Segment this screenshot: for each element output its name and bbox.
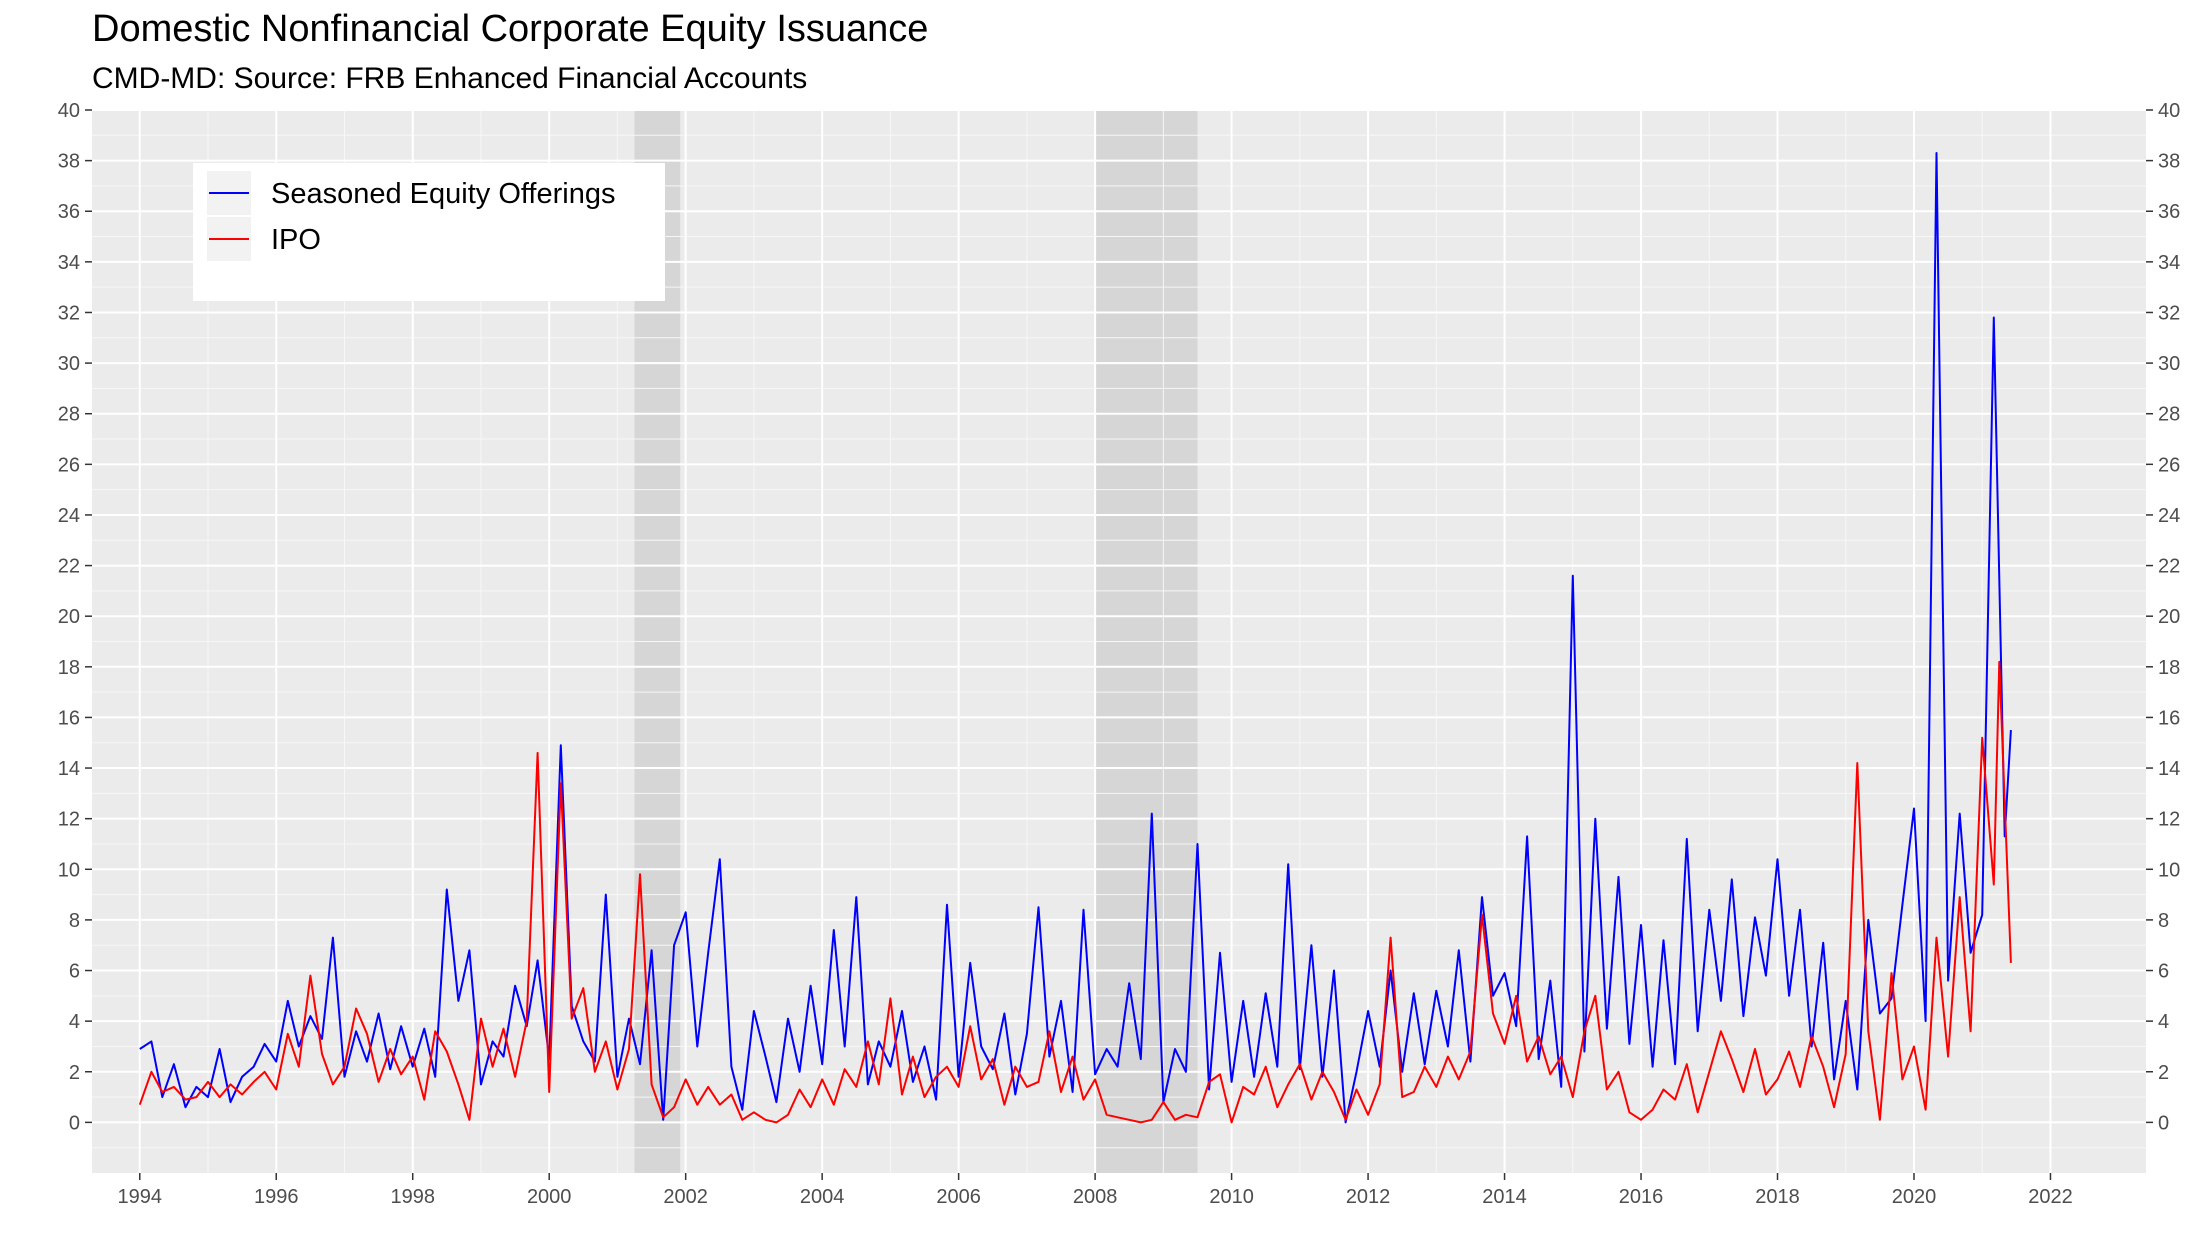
y-tick-label-right: 22 <box>2158 556 2180 578</box>
y-tick-label-left: 16 <box>58 707 80 729</box>
y-tick-label-left: 30 <box>58 353 80 375</box>
x-tick-label: 1998 <box>390 1186 435 1208</box>
y-tick-label-right: 40 <box>2158 100 2180 122</box>
y-tick-label-right: 2 <box>2158 1062 2169 1084</box>
y-tick-label-left: 28 <box>58 404 80 426</box>
y-tick-label-right: 8 <box>2158 910 2169 932</box>
y-tick-label-right: 28 <box>2158 404 2180 426</box>
x-tick-label: 2018 <box>1755 1186 1800 1208</box>
y-tick-label-left: 12 <box>58 809 80 831</box>
y-tick-label-left: 0 <box>69 1112 80 1134</box>
y-tick-label-right: 26 <box>2158 454 2180 476</box>
y-tick-label-left: 32 <box>58 302 80 324</box>
y-tick-label-right: 0 <box>2158 1112 2169 1134</box>
y-tick-label-right: 36 <box>2158 201 2180 223</box>
series-line-ipo <box>138 660 2012 1124</box>
y-tick-label-left: 36 <box>58 201 80 223</box>
grid-lines <box>92 109 2146 1173</box>
x-tick-label: 2016 <box>1619 1186 1664 1208</box>
y-tick-label-right: 18 <box>2158 657 2180 679</box>
x-tick-label: 2000 <box>527 1186 572 1208</box>
series-line-seasoned-equity-offerings <box>139 152 2012 1124</box>
y-tick-label-right: 38 <box>2158 151 2180 173</box>
series-lines <box>138 152 2012 1124</box>
y-tick-label-right: 6 <box>2158 961 2169 983</box>
y-tick-label-right: 4 <box>2158 1011 2169 1033</box>
legend-box <box>193 163 665 301</box>
x-tick-label: 2004 <box>800 1186 845 1208</box>
y-tick-label-left: 4 <box>69 1011 80 1033</box>
chart-title: Domestic Nonfinancial Corporate Equity I… <box>92 8 929 50</box>
x-tick-label: 2006 <box>936 1186 981 1208</box>
x-tick-label: 2002 <box>663 1186 708 1208</box>
y-tick-label-right: 10 <box>2158 859 2180 881</box>
y-tick-label-left: 18 <box>58 657 80 679</box>
y-tick-label-left: 14 <box>58 758 80 780</box>
x-tick-label: 1994 <box>118 1186 163 1208</box>
y-tick-label-left: 22 <box>58 556 80 578</box>
y-tick-label-right: 20 <box>2158 606 2180 628</box>
x-tick-label: 2022 <box>2028 1186 2073 1208</box>
y-tick-label-right: 24 <box>2158 505 2180 527</box>
chart-subtitle: CMD-MD: Source: FRB Enhanced Financial A… <box>92 62 808 95</box>
y-tick-label-left: 26 <box>58 454 80 476</box>
y-tick-label-left: 38 <box>58 151 80 173</box>
x-tick-label: 2008 <box>1073 1186 1118 1208</box>
x-tick-label: 1996 <box>254 1186 299 1208</box>
y-tick-label-left: 2 <box>69 1062 80 1084</box>
y-tick-label-right: 12 <box>2158 809 2180 831</box>
y-tick-label-left: 24 <box>58 505 80 527</box>
y-tick-label-left: 10 <box>58 859 80 881</box>
legend-label: Seasoned Equity Offerings <box>271 178 615 210</box>
x-tick-label: 2012 <box>1346 1186 1391 1208</box>
y-tick-label-right: 30 <box>2158 353 2180 375</box>
x-tick-label: 2020 <box>1892 1186 1937 1208</box>
y-tick-label-right: 32 <box>2158 302 2180 324</box>
y-tick-label-left: 20 <box>58 606 80 628</box>
y-tick-label-left: 6 <box>69 961 80 983</box>
legend-label: IPO <box>271 224 321 256</box>
y-tick-label-left: 8 <box>69 910 80 932</box>
x-tick-label: 2010 <box>1209 1186 1254 1208</box>
y-tick-label-left: 34 <box>58 252 80 274</box>
y-tick-label-left: 40 <box>58 100 80 122</box>
x-tick-label: 2014 <box>1482 1186 1527 1208</box>
legend: Seasoned Equity Offerings IPO <box>193 163 665 301</box>
y-tick-label-right: 34 <box>2158 252 2180 274</box>
y-tick-label-right: 16 <box>2158 707 2180 729</box>
y-tick-label-right: 14 <box>2158 758 2180 780</box>
